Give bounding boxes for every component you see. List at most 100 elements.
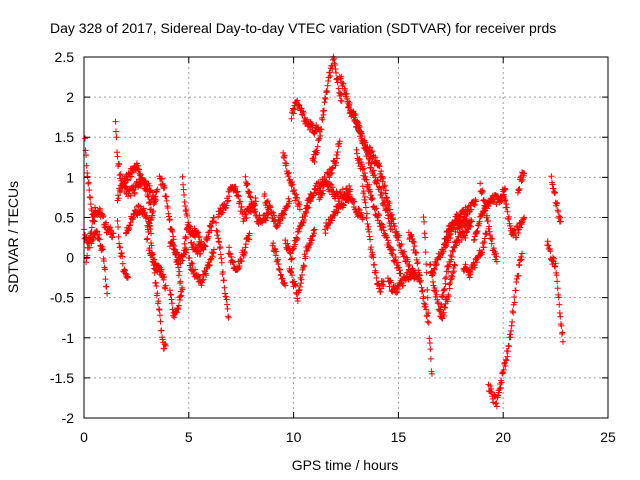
data-point [466,274,473,281]
data-point [426,340,433,347]
data-point [181,240,188,247]
data-point [94,228,101,235]
data-point [238,257,245,264]
data-point [214,228,221,235]
data-point [152,280,159,287]
data-point [95,235,102,242]
data-point [189,260,196,267]
data-point [311,226,318,233]
data-point [294,235,301,242]
data-point [118,249,125,256]
data-point [279,215,286,222]
data-point [288,182,295,189]
data-point [161,273,168,280]
data-point [334,190,341,197]
data-point [280,153,287,160]
data-point [96,231,103,238]
data-point [86,238,93,245]
data-point [354,119,361,126]
data-point [194,229,201,236]
data-point [85,179,92,186]
data-point [504,348,511,355]
data-point [422,303,429,310]
data-point [286,249,293,256]
data-point [125,193,132,200]
data-point [340,80,347,87]
data-point [201,242,208,249]
x-tick-label: 15 [391,429,407,445]
data-point [178,292,185,299]
data-point [358,128,365,135]
data-point [321,99,328,106]
data-point [365,151,372,158]
data-point [302,208,309,215]
data-series [179,173,217,258]
data-point [126,222,133,229]
y-tick-label: -2 [62,410,75,426]
data-point [478,188,485,195]
data-point [289,272,296,279]
data-point [326,69,333,76]
data-point [262,217,269,224]
data-point [451,220,458,227]
grid [84,57,608,418]
data-point [144,226,151,233]
data-point [363,176,370,183]
data-series [166,238,190,267]
data-point [220,277,227,284]
data-point [385,202,392,209]
data-point [380,224,387,231]
data-series [242,173,272,227]
data-point [209,253,216,260]
data-point [500,366,507,373]
data-point [175,302,182,309]
data-series [309,53,345,165]
data-point [323,177,330,184]
data-point [298,276,305,283]
data-point [520,215,527,222]
data-point [388,279,395,286]
data-point [180,181,187,188]
data-point [424,286,431,293]
data-point [156,312,163,319]
data-point [180,186,187,193]
data-point [188,267,195,274]
data-point [453,242,460,249]
data-point [92,204,99,211]
data-point [169,228,176,235]
data-point [452,228,459,235]
data-point [143,212,150,219]
data-point [370,167,377,174]
data-point [209,218,216,225]
data-point [343,90,350,97]
data-point [314,124,321,131]
data-point [409,235,416,242]
data-point [448,253,455,260]
data-point [97,207,104,214]
data-point [225,314,232,321]
data-point [86,187,93,194]
data-point [241,250,248,257]
data-point [388,288,395,295]
data-point [314,143,321,150]
data-point [316,135,323,142]
data-point [503,357,510,364]
data-point [420,214,427,221]
data-point [412,249,419,256]
data-point [332,162,339,169]
data-point [433,260,440,267]
data-point [140,205,147,212]
data-point [96,205,103,212]
data-point [243,180,250,187]
data-point [86,193,93,200]
data-point [295,199,302,206]
data-point [246,188,253,195]
data-point [247,193,254,200]
data-point [148,230,155,237]
data-point [395,232,402,239]
data-point [99,246,106,253]
data-point [188,239,195,246]
data-point [308,237,315,244]
data-point [102,276,109,283]
data-point [370,254,377,261]
